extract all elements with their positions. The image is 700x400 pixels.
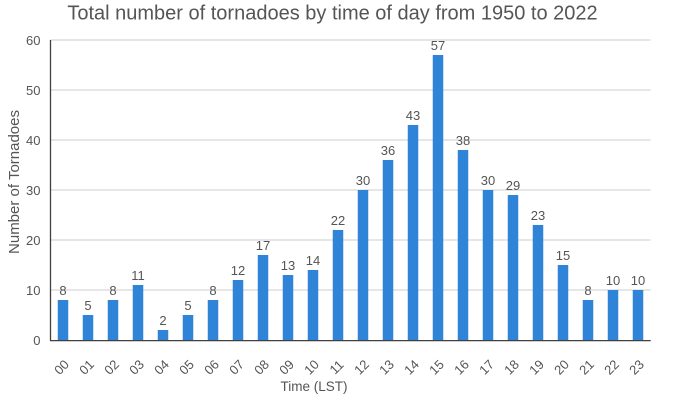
svg-text:13: 13 bbox=[281, 258, 295, 273]
svg-text:8: 8 bbox=[209, 283, 216, 298]
svg-text:60: 60 bbox=[26, 33, 40, 48]
svg-text:30: 30 bbox=[481, 173, 495, 188]
svg-text:8: 8 bbox=[59, 283, 66, 298]
svg-text:23: 23 bbox=[531, 208, 545, 223]
svg-text:30: 30 bbox=[26, 183, 40, 198]
svg-text:11: 11 bbox=[131, 268, 145, 283]
svg-text:Total number of tornadoes by t: Total number of tornadoes by time of day… bbox=[67, 3, 597, 25]
svg-text:43: 43 bbox=[406, 108, 420, 123]
svg-text:5: 5 bbox=[84, 298, 91, 313]
svg-text:14: 14 bbox=[306, 253, 320, 268]
svg-text:12: 12 bbox=[231, 263, 245, 278]
svg-text:10: 10 bbox=[606, 273, 620, 288]
svg-text:50: 50 bbox=[26, 83, 40, 98]
svg-text:15: 15 bbox=[556, 248, 570, 263]
svg-text:Time (LST): Time (LST) bbox=[281, 379, 348, 394]
svg-text:38: 38 bbox=[456, 133, 470, 148]
svg-text:Number of Tornadoes: Number of Tornadoes bbox=[6, 110, 23, 254]
svg-text:17: 17 bbox=[256, 238, 270, 253]
svg-text:40: 40 bbox=[26, 133, 40, 148]
svg-text:8: 8 bbox=[584, 283, 591, 298]
svg-text:5: 5 bbox=[184, 298, 191, 313]
svg-text:57: 57 bbox=[431, 38, 445, 53]
svg-text:29: 29 bbox=[506, 178, 520, 193]
svg-text:2: 2 bbox=[159, 313, 166, 328]
svg-text:20: 20 bbox=[26, 233, 40, 248]
svg-text:30: 30 bbox=[356, 173, 370, 188]
svg-text:22: 22 bbox=[331, 213, 345, 228]
svg-text:10: 10 bbox=[26, 283, 40, 298]
svg-text:8: 8 bbox=[109, 283, 116, 298]
svg-text:36: 36 bbox=[381, 143, 395, 158]
svg-text:10: 10 bbox=[631, 273, 645, 288]
svg-text:0: 0 bbox=[33, 333, 40, 348]
